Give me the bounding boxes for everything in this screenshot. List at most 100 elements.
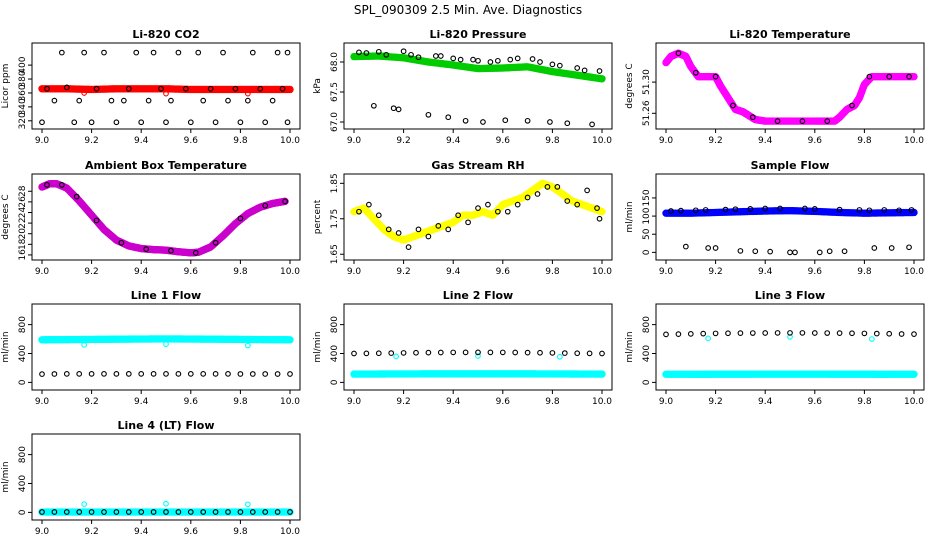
panel-6-series-0-outlier: [163, 341, 169, 347]
panel-8-x-tick-label: 9.6: [808, 397, 823, 407]
panel-7-series-1-point: [561, 350, 568, 356]
panel-4-series-1-point: [435, 223, 442, 229]
panel-0-series-1-point: [284, 119, 291, 126]
panel-5-series-1-point: [836, 206, 843, 213]
panel-7-series-1-point: [351, 350, 357, 357]
panel-0-series-1-point: [39, 119, 45, 126]
panel-4-series-1-point: [564, 198, 571, 204]
panel-1-x-tick-label: 9.4: [446, 136, 461, 146]
panel-8-x-tick-label: 9.0: [659, 397, 674, 407]
panel-1-series-1-point: [487, 59, 494, 65]
panel-4-series-1-point: [385, 226, 392, 233]
panel-6-series-1-point: [150, 371, 157, 377]
panel-7-x-tick-label: 9.0: [347, 397, 362, 407]
panel-6-series-1-point: [88, 371, 95, 377]
panel-7-x-tick-label: 10.0: [592, 397, 612, 407]
panel-5-series-1-point: [712, 245, 719, 251]
panel-6-series-1-point: [175, 371, 182, 377]
panel-4-series-1-point: [544, 184, 551, 190]
panel-9-y-tick-label: 400: [18, 475, 28, 492]
panel-5-series-1-point: [767, 248, 774, 255]
panel-1-series-1-point: [450, 55, 457, 62]
panel-8-series-1-point: [725, 330, 731, 337]
panel-0-series-1-point: [44, 85, 50, 92]
panel-5-series-1-point: [816, 249, 823, 256]
panel-5-x-tick-label: 9.6: [808, 267, 823, 277]
panel-7-series-1-point: [512, 349, 519, 356]
panel-2-x-tick-label: 9.4: [758, 136, 773, 146]
panel-2-x-tick-label: 9.0: [659, 136, 674, 146]
panel-4-series-1-point: [465, 219, 471, 226]
panel-1-series-1-point: [470, 56, 476, 63]
panel-1-title: Li-820 Pressure: [430, 28, 527, 41]
panel-6-x-tick-label: 9.2: [84, 397, 98, 407]
panel-7-series-1-point: [450, 349, 457, 356]
panel-5-series-1-point: [747, 205, 754, 212]
panel-0-series-1-point: [158, 85, 164, 92]
panel-4-x-tick-label: 9.8: [545, 267, 560, 277]
panel-9-series-1-point: [212, 509, 219, 515]
panel-4-y-tick-label: 1.85: [330, 173, 340, 193]
panel-9-x-tick-label: 9.4: [134, 527, 149, 537]
panel-3-title: Ambient Box Temperature: [85, 159, 247, 172]
panel-4-series-1-point: [554, 184, 561, 190]
panel-0-series-1-point: [163, 119, 169, 126]
panel-6-x-tick-label: 9.8: [233, 397, 248, 407]
panel-6-series-1-point: [51, 371, 58, 377]
panel-6-y-tick-label: 800: [18, 316, 28, 333]
panel-5-series-1-point: [702, 207, 709, 213]
panel-5-series-1-point: [881, 207, 888, 213]
panel-7-series-1-point: [549, 350, 556, 356]
panel-8-series-1-point: [675, 331, 682, 337]
panel-0-series-1-point: [88, 119, 95, 126]
panel-0-series-1-point: [93, 85, 100, 92]
panel-1-series-1-point: [445, 114, 452, 121]
panel-5-series-1-point: [752, 248, 759, 255]
panel-6-series-1-point: [125, 371, 132, 377]
panel-7-series-1-point: [524, 349, 531, 356]
panel-5-x-tick-label: 9.8: [857, 267, 872, 277]
panel-3-series-1-point: [237, 215, 244, 222]
panel-6-series-1-point: [287, 371, 293, 377]
panel-1-y-axis-label: kPa: [313, 78, 323, 94]
panel-3-x-tick-label: 9.6: [184, 267, 199, 277]
panel-9-title: Line 4 (LT) Flow: [118, 419, 215, 432]
panel-7-series-1-point: [499, 349, 506, 356]
panel-0-series-0-outlier: [244, 90, 251, 97]
panel-4-series-1-point: [485, 201, 491, 208]
panel-5-series-1-point: [682, 243, 689, 250]
panel-6-series-1-point: [187, 371, 194, 377]
panel-1-x-tick-label: 10.0: [592, 136, 612, 146]
panel-7-series-1-point: [599, 350, 605, 357]
panel-8-series-1-point: [762, 330, 769, 336]
panel-8-y-tick-label: 800: [642, 316, 652, 333]
panel-9-x-tick-label: 9.2: [84, 527, 98, 537]
panel-7-series-0-outlier: [475, 353, 481, 359]
panel-0-series-1-point: [101, 49, 107, 56]
panel-9-y-tick-label: 0: [18, 509, 28, 515]
panel-0-y-tick-label: 340: [18, 98, 28, 115]
panel-0-series-1-point: [113, 119, 120, 126]
panel-4-series-1-point: [366, 201, 372, 208]
panel-2-series-1-point: [749, 114, 756, 121]
panel-0-series-1-point: [63, 84, 70, 91]
panel-3-series-1-point: [44, 182, 50, 188]
panel-8-series-1-point: [700, 330, 707, 337]
panel-0-y-tick-label: 320: [18, 112, 28, 129]
panel-9-series-0-outlier: [163, 500, 169, 507]
panel-4-series-1-point: [584, 187, 590, 194]
panel-5-y-axis-label: ml/min: [625, 201, 635, 232]
panel-6-y-axis-label: ml/min: [1, 331, 11, 362]
panel-5-series-1-point: [792, 249, 798, 256]
panel-1-series-1-point: [589, 121, 595, 128]
panel-7-series-1-point: [388, 350, 395, 356]
panel-9-series-1-point: [63, 509, 70, 515]
panel-6-series-1-point: [212, 371, 219, 377]
panel-8-series-0-outlier: [705, 335, 712, 342]
panel-1-series-0-point: [598, 75, 606, 83]
panel-2-x-tick-label: 9.2: [708, 136, 722, 146]
panel-8-series-1-point: [749, 330, 756, 336]
panel-0-series-0-outlier: [163, 90, 169, 97]
panel-7-series-1-point: [537, 349, 543, 356]
panel-6-series-1-point: [138, 371, 145, 377]
